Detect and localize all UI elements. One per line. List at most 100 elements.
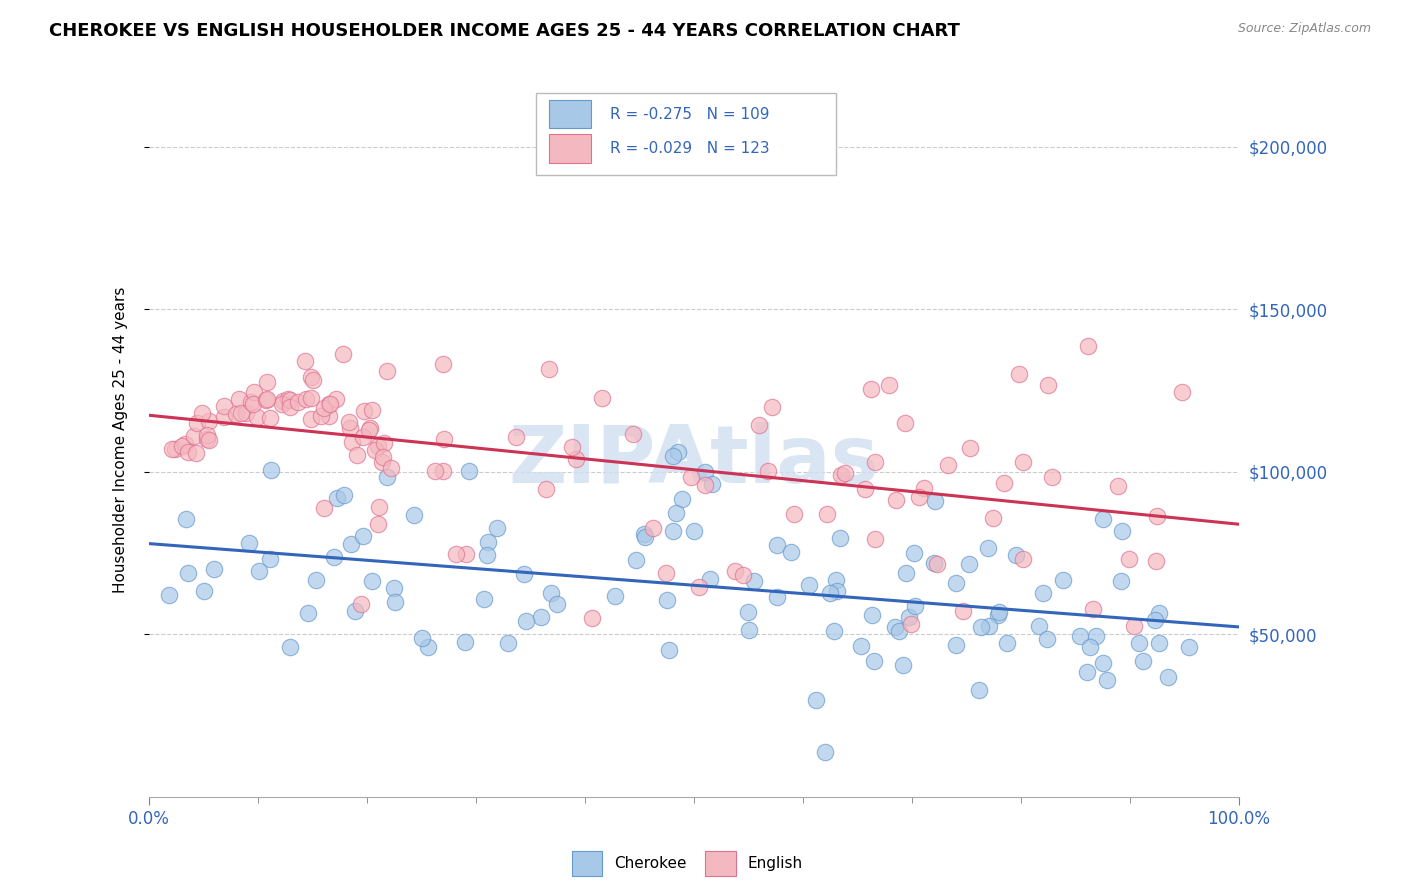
Point <box>987 608 1010 623</box>
Point <box>432 464 454 478</box>
Point <box>382 582 405 596</box>
Point <box>561 440 583 454</box>
Point <box>1077 338 1099 352</box>
Point <box>496 636 519 650</box>
Point <box>259 552 281 566</box>
Point <box>352 430 374 444</box>
Point <box>350 597 373 611</box>
Point <box>423 465 446 479</box>
Point <box>683 524 706 538</box>
Point <box>860 383 883 397</box>
Point <box>371 455 394 469</box>
Point <box>624 553 647 567</box>
Point <box>198 434 221 448</box>
Point <box>952 605 974 619</box>
Point <box>1147 607 1170 621</box>
Point <box>634 530 657 544</box>
Point <box>1031 585 1053 599</box>
Point <box>186 417 208 431</box>
Point <box>375 470 398 484</box>
Point <box>907 490 929 504</box>
Point <box>700 476 723 491</box>
Point <box>318 397 340 411</box>
Point <box>361 574 384 588</box>
Point <box>529 609 551 624</box>
Point <box>666 445 689 459</box>
Point <box>1036 378 1059 392</box>
Point <box>177 445 200 459</box>
Point <box>352 529 374 543</box>
Point <box>977 619 1000 633</box>
Point <box>172 439 194 453</box>
Point <box>765 590 787 604</box>
Point <box>235 406 257 420</box>
Point <box>411 631 433 645</box>
Point <box>243 384 266 399</box>
Point <box>515 614 537 628</box>
Point <box>246 409 269 424</box>
Point <box>936 458 959 473</box>
Point <box>277 392 299 406</box>
Point <box>229 406 252 420</box>
Point <box>477 534 499 549</box>
Point <box>162 442 184 457</box>
Point <box>564 452 586 467</box>
Point <box>254 392 277 407</box>
Point <box>299 391 322 405</box>
Point <box>1107 479 1129 493</box>
Point <box>319 397 342 411</box>
Point <box>271 393 294 408</box>
Point <box>1084 629 1107 643</box>
Point <box>742 574 765 588</box>
Point <box>904 599 927 613</box>
Point <box>898 609 921 624</box>
Point <box>1004 548 1026 562</box>
Point <box>295 392 318 407</box>
Point <box>157 588 180 602</box>
Point <box>377 364 399 378</box>
Point <box>891 657 914 672</box>
Point <box>318 409 340 423</box>
Point <box>967 682 990 697</box>
Point <box>820 585 842 599</box>
Point <box>346 448 368 462</box>
Point <box>505 430 527 444</box>
FancyBboxPatch shape <box>536 93 835 175</box>
Point <box>945 638 967 652</box>
Point <box>1123 619 1146 633</box>
Point <box>889 624 911 638</box>
Point <box>1144 554 1167 568</box>
Point <box>695 478 717 492</box>
Point <box>432 357 454 371</box>
Point <box>359 421 381 435</box>
Point <box>325 392 347 406</box>
Point <box>368 500 391 515</box>
Point <box>877 377 900 392</box>
Point <box>183 429 205 443</box>
Point <box>863 455 886 469</box>
Point <box>280 640 302 654</box>
Text: Cherokee: Cherokee <box>614 856 686 871</box>
Point <box>863 532 886 546</box>
Point <box>658 643 681 657</box>
Point <box>287 395 309 409</box>
Point <box>547 597 569 611</box>
Point <box>475 549 498 563</box>
Point <box>214 409 236 424</box>
Point <box>1147 636 1170 650</box>
Point <box>367 517 389 532</box>
Point <box>278 400 301 414</box>
Point <box>761 400 783 414</box>
Point <box>621 426 644 441</box>
Point <box>1097 673 1119 687</box>
Point <box>353 404 375 418</box>
Point <box>1012 454 1035 468</box>
Point <box>823 624 845 638</box>
Point <box>256 375 278 389</box>
Point <box>195 432 218 446</box>
Point <box>1171 384 1194 399</box>
Point <box>534 483 557 497</box>
Point <box>605 589 627 603</box>
Point <box>238 536 260 550</box>
Point <box>1012 552 1035 566</box>
